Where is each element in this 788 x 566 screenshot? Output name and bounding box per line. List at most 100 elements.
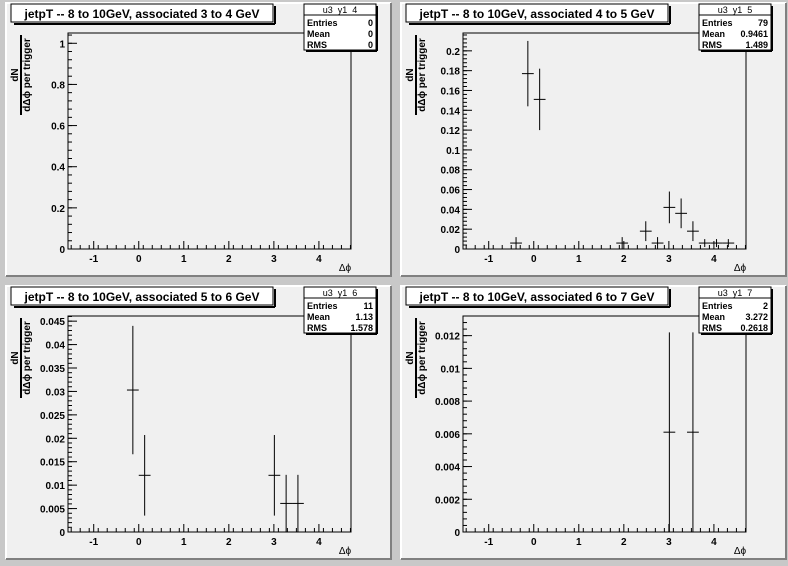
stats-name: u3_y1_4 xyxy=(323,5,358,15)
stats-label-mean: Mean xyxy=(307,312,330,322)
y-tick-label: 0.01 xyxy=(46,481,66,492)
y-tick-label: 0.6 xyxy=(51,122,65,133)
pad-bevel-light xyxy=(400,285,786,559)
title-box xyxy=(10,286,274,306)
stats-value-mean: 0 xyxy=(368,29,373,39)
y-tick-label: 0.1 xyxy=(446,146,460,157)
stats-label-rms: RMS xyxy=(702,323,722,333)
stats-box xyxy=(698,3,772,51)
stats-value-rms: 0 xyxy=(368,40,373,50)
pad-bevel-dark xyxy=(401,3,787,277)
y-axis-label: dN dΔϕ per trigger xyxy=(10,35,33,115)
stats-value-entries: 0 xyxy=(368,18,373,28)
stats-value-rms: 1.489 xyxy=(745,40,768,50)
y-tick-label: 0.012 xyxy=(435,332,460,343)
y-tick-label: 0.06 xyxy=(441,186,461,197)
chart-title: jetpT -- 8 to 10GeV, associated 3 to 4 G… xyxy=(24,7,260,21)
y-tick-label: 0.005 xyxy=(40,505,65,516)
x-tick-label: 4 xyxy=(711,537,717,548)
stats-value-mean: 1.13 xyxy=(355,312,373,322)
stats-label-entries: Entries xyxy=(702,18,733,28)
stats-value-entries: 79 xyxy=(758,18,768,28)
y-tick-label: 0.035 xyxy=(40,364,65,375)
y-tick-label: 0 xyxy=(454,245,460,256)
data-point xyxy=(698,239,711,248)
y-axis-label-denominator: dΔϕ per trigger xyxy=(22,321,33,395)
pad-bevel-dark xyxy=(6,3,392,277)
data-point xyxy=(710,239,723,248)
y-tick-label: 0.015 xyxy=(40,458,65,469)
data-point xyxy=(675,198,688,229)
pad-1: -1 0 1 2 3 4 0 0.2 0.4 0.6 0.8 1 Δϕ dN dΔϕ per trigger… xyxy=(5,2,392,277)
data-point xyxy=(521,40,534,107)
title-box xyxy=(405,3,669,23)
stats-name: u3_y1_5 xyxy=(718,5,753,15)
x-tick-label: -1 xyxy=(89,537,98,548)
data-point xyxy=(268,435,281,516)
y-tick-label: 0 xyxy=(454,528,460,539)
y-tick-label: 0.004 xyxy=(435,463,460,474)
x-axis-label: Δϕ xyxy=(734,546,747,557)
stats-value-entries: 2 xyxy=(763,301,768,311)
data-point xyxy=(687,332,699,532)
stats-label-mean: Mean xyxy=(702,29,725,39)
stats-value-mean: 0.9461 xyxy=(740,29,768,39)
stats-box xyxy=(303,286,377,334)
data-point xyxy=(292,474,304,532)
title-box xyxy=(405,286,669,306)
y-axis-label-denominator: dΔϕ per trigger xyxy=(417,38,428,112)
data-point xyxy=(687,221,699,242)
y-axis-label: dN dΔϕ per trigger xyxy=(405,35,428,115)
pad-bevel-light xyxy=(5,2,391,276)
stats-box xyxy=(303,3,377,51)
pad-bevel-dark xyxy=(6,286,392,560)
y-tick-label: 0.02 xyxy=(441,225,461,236)
title-box xyxy=(10,3,274,23)
stats-label-mean: Mean xyxy=(702,312,725,322)
data-point xyxy=(663,191,676,224)
x-tick-label: 3 xyxy=(666,537,672,548)
x-tick-label: 0 xyxy=(136,537,142,548)
y-axis-label-numerator: dN xyxy=(405,68,416,81)
y-axis-label-numerator: dN xyxy=(10,351,21,364)
y-tick-label: 0.8 xyxy=(51,80,65,91)
pad-bevel-dark xyxy=(401,286,787,560)
chart-title: jetpT -- 8 to 10GeV, associated 4 to 5 G… xyxy=(419,7,655,21)
x-tick-label: 2 xyxy=(621,537,627,548)
y-tick-label: 0.002 xyxy=(435,495,460,506)
y-axis-label-denominator: dΔϕ per trigger xyxy=(417,321,428,395)
data-point xyxy=(616,237,629,249)
y-tick-label: 0.12 xyxy=(441,126,461,137)
stats-value-rms: 0.2618 xyxy=(740,323,768,333)
x-tick-label: 3 xyxy=(271,254,277,265)
stats-label-rms: RMS xyxy=(702,40,722,50)
y-tick-label: 0.025 xyxy=(40,411,65,422)
x-tick-label: 3 xyxy=(666,254,672,265)
x-tick-label: 2 xyxy=(226,537,232,548)
y-axis-label-numerator: dN xyxy=(405,351,416,364)
y-tick-label: 0 xyxy=(59,528,65,539)
x-tick-label: 0 xyxy=(531,537,537,548)
stats-value-entries: 11 xyxy=(363,301,373,311)
stats-name: u3_y1_6 xyxy=(323,288,358,298)
y-tick-label: 0.01 xyxy=(441,364,461,375)
y-tick-label: 1 xyxy=(59,39,65,50)
y-tick-label: 0.02 xyxy=(46,434,66,445)
x-tick-label: 2 xyxy=(226,254,232,265)
plot-frame xyxy=(67,315,352,533)
x-tick-label: 0 xyxy=(136,254,142,265)
stats-label-entries: Entries xyxy=(702,301,733,311)
y-tick-label: 0.03 xyxy=(46,387,66,398)
x-tick-label: -1 xyxy=(89,254,98,265)
y-tick-label: 0.08 xyxy=(441,166,461,177)
stats-label-rms: RMS xyxy=(307,323,327,333)
pad-2: -1 0 1 2 3 4 0 0.02 0.04 0.06 0.08 0.1 0.12 0.14 0.16 0… xyxy=(400,2,787,277)
y-tick-label: 0.006 xyxy=(435,430,460,441)
x-tick-label: 0 xyxy=(531,254,537,265)
x-tick-label: -1 xyxy=(484,537,493,548)
x-axis-label: Δϕ xyxy=(734,263,747,274)
data-point xyxy=(651,237,664,249)
y-tick-label: 0.4 xyxy=(51,163,65,174)
pad-4: -1 0 1 2 3 4 0 0.002 0.004 0.006 0.008 0.01 0.012 Δϕ d… xyxy=(400,285,787,560)
chart-title: jetpT -- 8 to 10GeV, associated 5 to 6 G… xyxy=(24,290,260,304)
